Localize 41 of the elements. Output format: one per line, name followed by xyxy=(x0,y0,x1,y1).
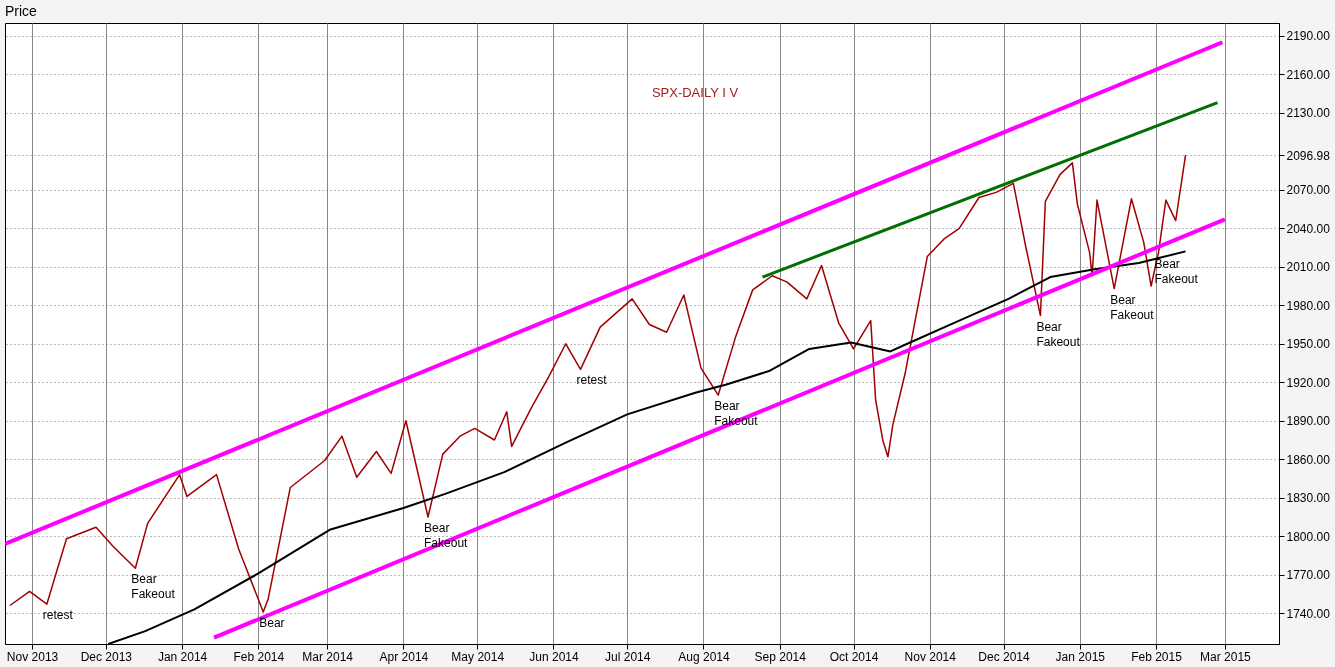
x-tick-label: Mar 2014 xyxy=(302,649,354,664)
y-tick-label: 1950.00 xyxy=(1286,337,1331,352)
y-tick-label: 1830.00 xyxy=(1286,491,1331,506)
x-tick-label: Oct 2014 xyxy=(829,649,879,664)
y-tick-label: 1740.00 xyxy=(1286,606,1331,621)
x-tick-label: Jul 2014 xyxy=(605,649,651,664)
x-tick-label: Dec 2014 xyxy=(978,649,1031,664)
x-tick-label: Dec 2013 xyxy=(80,649,133,664)
y-tick-label: 2010.00 xyxy=(1286,260,1331,275)
y-tick-label: 1800.00 xyxy=(1286,529,1331,544)
chart-title: Price xyxy=(5,3,38,19)
x-tick-label: Mar 2015 xyxy=(1200,649,1252,664)
x-tick-label: Aug 2014 xyxy=(678,649,730,664)
y-tick-label: 1890.00 xyxy=(1286,414,1331,429)
x-tick-label: Feb 2014 xyxy=(233,649,285,664)
x-tick-label: May 2014 xyxy=(451,649,505,664)
x-tick-label: Jun 2014 xyxy=(529,649,579,664)
y-tick-label: 1770.00 xyxy=(1286,568,1331,583)
annotation: retest xyxy=(576,373,608,388)
y-tick-label: 1920.00 xyxy=(1286,375,1331,390)
annotation: retest xyxy=(42,608,74,623)
y-tick-label: 2040.00 xyxy=(1286,221,1331,236)
x-tick-label: Apr 2014 xyxy=(379,649,429,664)
x-tick-label: Jan 2015 xyxy=(1055,649,1106,664)
x-tick-label: Jan 2014 xyxy=(157,649,208,664)
annotation: Bear Fakeout xyxy=(1110,292,1155,322)
y-tick-label: 2070.00 xyxy=(1286,183,1331,198)
annotation: Bear xyxy=(259,615,285,630)
y-tick-label: 1980.00 xyxy=(1286,298,1331,313)
y-tick-label: 2190.00 xyxy=(1286,29,1331,44)
x-tick-label: Nov 2014 xyxy=(904,649,957,664)
annotation: Bear Fakeout xyxy=(1036,319,1081,349)
x-tick-label: Feb 2015 xyxy=(1131,649,1183,664)
annotation: SPX-DAILY I V xyxy=(651,85,739,100)
y-tick-label: 1860.00 xyxy=(1286,452,1331,467)
y-tick-label: 2130.00 xyxy=(1286,106,1331,121)
y-tick-label: 2096.98 xyxy=(1286,148,1331,163)
y-tick-label: 2160.00 xyxy=(1286,67,1331,82)
x-tick-label: Sep 2014 xyxy=(754,649,807,664)
annotation: Bear Fakeout xyxy=(131,572,176,602)
x-tick-label: Nov 2013 xyxy=(6,649,59,664)
